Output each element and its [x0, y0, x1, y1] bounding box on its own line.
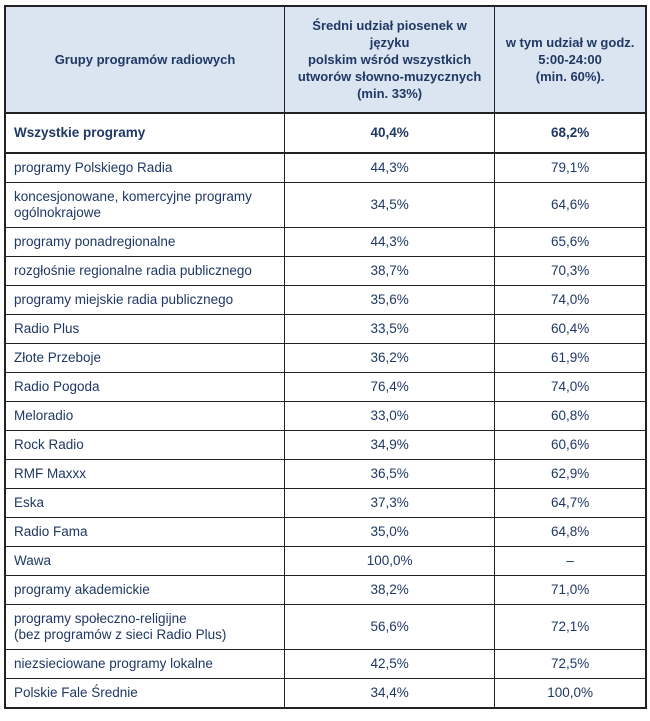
- share-daytime-value: 62,9%: [494, 459, 647, 489]
- share-daytime-value: 60,4%: [494, 314, 647, 344]
- share-daytime-value: 72,5%: [494, 649, 647, 679]
- share-daytime-value: 61,9%: [494, 343, 647, 373]
- row-label: koncesjonowane, komercyjne programy ogól…: [4, 182, 285, 228]
- table-row: Radio Fama 35,0% 64,8%: [4, 517, 647, 547]
- row-label: Radio Fama: [4, 517, 285, 547]
- table-row: RMF Maxxx 36,5% 62,9%: [4, 459, 647, 489]
- row-label: Meloradio: [4, 401, 285, 431]
- share-daytime-value: 64,6%: [494, 182, 647, 228]
- table-row: Złote Przeboje 36,2% 61,9%: [4, 343, 647, 373]
- row-label: programy miejskie radia publicznego: [4, 285, 285, 315]
- share-daytime-value: 60,6%: [494, 430, 647, 460]
- table-row: Wawa 100,0% –: [4, 546, 647, 576]
- radio-programs-table: Grupy programów radiowych Średni udział …: [4, 5, 647, 709]
- col-header-share-daytime: w tym udział w godz. 5:00-24:00 (min. 60…: [494, 5, 647, 114]
- table-row: Polskie Fale Średnie 34,4% 100,0%: [4, 678, 647, 709]
- table-row: Eska 37,3% 64,7%: [4, 488, 647, 518]
- row-label: Wszystkie programy: [4, 112, 285, 154]
- share-all-value: 33,5%: [283, 314, 496, 344]
- table-row: programy ponadregionalne 44,3% 65,6%: [4, 227, 647, 257]
- share-all-value: 37,3%: [283, 488, 496, 518]
- share-daytime-value: 68,2%: [494, 112, 647, 154]
- share-daytime-value: 100,0%: [494, 678, 647, 709]
- share-all-value: 35,0%: [283, 517, 496, 547]
- col-header-groups: Grupy programów radiowych: [4, 5, 285, 114]
- table-body: Wszystkie programy 40,4% 68,2% programy Pol…: [4, 112, 647, 709]
- share-all-value: 34,4%: [283, 678, 496, 709]
- share-daytime-value: 64,8%: [494, 517, 647, 547]
- share-daytime-value: 79,1%: [494, 152, 647, 183]
- share-daytime-value: 60,8%: [494, 401, 647, 431]
- share-all-value: 40,4%: [283, 112, 496, 154]
- share-all-value: 33,0%: [283, 401, 496, 431]
- row-label: programy społeczno-religijne (bez progra…: [4, 604, 285, 650]
- col-header-share-all: Średni udział piosenek w języku polskim …: [283, 5, 496, 114]
- row-label: Polskie Fale Średnie: [4, 678, 285, 709]
- table-row: programy społeczno-religijne (bez progra…: [4, 604, 647, 650]
- row-label: niezsieciowane programy lokalne: [4, 649, 285, 679]
- table-row: Radio Plus 33,5% 60,4%: [4, 314, 647, 344]
- share-all-value: 44,3%: [283, 227, 496, 257]
- share-all-value: 44,3%: [283, 152, 496, 183]
- table-row: programy Polskiego Radia 44,3% 79,1%: [4, 152, 647, 183]
- row-label: Rock Radio: [4, 430, 285, 460]
- row-label: Radio Pogoda: [4, 372, 285, 402]
- table-row: Wszystkie programy 40,4% 68,2%: [4, 112, 647, 154]
- share-all-value: 38,2%: [283, 575, 496, 605]
- share-daytime-value: –: [494, 546, 647, 576]
- row-label: Złote Przeboje: [4, 343, 285, 373]
- table-row: koncesjonowane, komercyjne programy ogól…: [4, 182, 647, 228]
- row-label: programy akademickie: [4, 575, 285, 605]
- share-all-value: 56,6%: [283, 604, 496, 650]
- share-all-value: 34,9%: [283, 430, 496, 460]
- share-all-value: 42,5%: [283, 649, 496, 679]
- row-label: rozgłośnie regionalne radia publicznego: [4, 256, 285, 286]
- share-daytime-value: 74,0%: [494, 372, 647, 402]
- share-daytime-value: 74,0%: [494, 285, 647, 315]
- share-daytime-value: 72,1%: [494, 604, 647, 650]
- row-label: Radio Plus: [4, 314, 285, 344]
- row-label: Eska: [4, 488, 285, 518]
- row-label: programy ponadregionalne: [4, 227, 285, 257]
- table-row: programy miejskie radia publicznego 35,6%…: [4, 285, 647, 315]
- table-row: programy akademickie 38,2% 71,0%: [4, 575, 647, 605]
- table-row: rozgłośnie regionalne radia publicznego 3…: [4, 256, 647, 286]
- share-all-value: 36,2%: [283, 343, 496, 373]
- share-all-value: 34,5%: [283, 182, 496, 228]
- share-all-value: 38,7%: [283, 256, 496, 286]
- table-row: Radio Pogoda 76,4% 74,0%: [4, 372, 647, 402]
- share-all-value: 100,0%: [283, 546, 496, 576]
- share-all-value: 76,4%: [283, 372, 496, 402]
- table-row: Meloradio 33,0% 60,8%: [4, 401, 647, 431]
- share-all-value: 36,5%: [283, 459, 496, 489]
- table-row: Rock Radio 34,9% 60,6%: [4, 430, 647, 460]
- row-label: Wawa: [4, 546, 285, 576]
- share-daytime-value: 64,7%: [494, 488, 647, 518]
- row-label: programy Polskiego Radia: [4, 152, 285, 183]
- header-row: Grupy programów radiowych Średni udział …: [4, 5, 647, 114]
- row-label: RMF Maxxx: [4, 459, 285, 489]
- table-row: niezsieciowane programy lokalne 42,5% 72,5…: [4, 649, 647, 679]
- share-daytime-value: 71,0%: [494, 575, 647, 605]
- share-daytime-value: 70,3%: [494, 256, 647, 286]
- share-all-value: 35,6%: [283, 285, 496, 315]
- share-daytime-value: 65,6%: [494, 227, 647, 257]
